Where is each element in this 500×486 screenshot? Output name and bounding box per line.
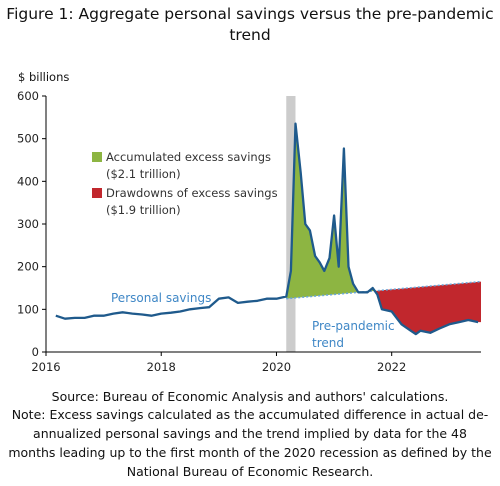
legend-sublabel: ($2.1 trillion) bbox=[106, 167, 181, 181]
y-tick-label: 100 bbox=[17, 302, 39, 316]
y-tick-label: 600 bbox=[17, 89, 39, 103]
drawdown-area bbox=[374, 281, 481, 335]
legend-sublabel: ($1.9 trillion) bbox=[106, 203, 181, 217]
chart-title: Figure 1: Aggregate personal savings ver… bbox=[6, 5, 494, 44]
legend: Accumulated excess savings ($2.1 trillion… bbox=[92, 150, 278, 217]
personal-savings-line bbox=[55, 122, 479, 336]
y-tick-label: 0 bbox=[32, 345, 39, 359]
chart-svg: 0 100 200 300 400 500 600 2016 2018 2020 2022 Accu… bbox=[17, 89, 482, 374]
note-text: Note: Excess savings calculated as the a… bbox=[8, 407, 492, 479]
recession-shade bbox=[286, 96, 296, 352]
fills-layer bbox=[286, 123, 481, 335]
y-tick-label: 400 bbox=[17, 174, 39, 188]
legend-swatch bbox=[92, 188, 102, 198]
x-tick-label: 2020 bbox=[262, 360, 291, 374]
x-tick-label: 2016 bbox=[31, 360, 60, 374]
axes-layer: 0 100 200 300 400 500 600 2016 2018 2020 2022 bbox=[17, 89, 481, 374]
legend-label: Drawdowns of excess savings bbox=[106, 186, 278, 200]
y-tick-label: 200 bbox=[17, 260, 39, 274]
lines-layer bbox=[55, 122, 482, 336]
legend-swatch bbox=[92, 152, 102, 162]
personal-savings-annotation: Personal savings bbox=[111, 291, 211, 305]
pre-pandemic-trend-line bbox=[286, 280, 482, 300]
source-text: Source: Bureau of Economic Analysis and … bbox=[51, 389, 449, 404]
y-axis-unit-label: $ billions bbox=[18, 70, 70, 84]
pre-pandemic-trend-annotation-line2: trend bbox=[312, 336, 344, 350]
y-tick-label: 500 bbox=[17, 132, 39, 146]
excess-savings-area bbox=[286, 123, 360, 299]
pre-pandemic-trend-annotation: Pre-pandemic bbox=[312, 319, 395, 333]
legend-label: Accumulated excess savings bbox=[106, 150, 271, 164]
y-tick-label: 300 bbox=[17, 217, 39, 231]
x-tick-label: 2022 bbox=[377, 360, 406, 374]
x-tick-label: 2018 bbox=[147, 360, 176, 374]
